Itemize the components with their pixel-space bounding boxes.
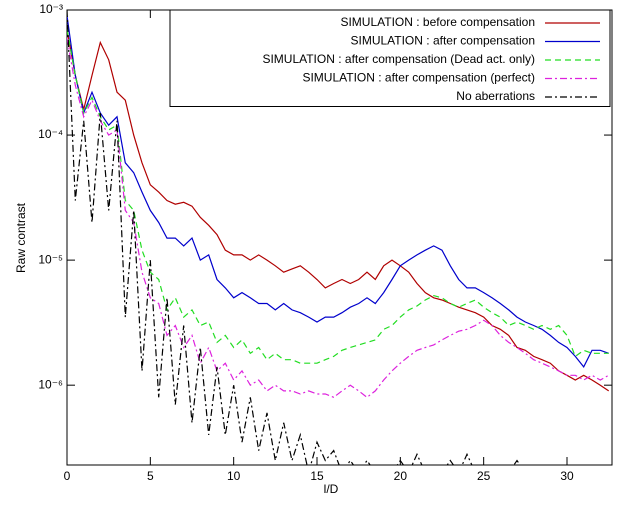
y-tick-label: 10⁻³ bbox=[39, 2, 63, 16]
series-line bbox=[67, 10, 568, 465]
x-tick-label: 20 bbox=[394, 469, 408, 483]
legend-label: SIMULATION : after compensation (perfect… bbox=[302, 71, 535, 85]
legend-label: SIMULATION : before compensation bbox=[340, 15, 535, 29]
series-line bbox=[67, 15, 609, 369]
legend-label: SIMULATION : after compensation (Dead ac… bbox=[262, 52, 535, 66]
series-line bbox=[67, 29, 609, 364]
x-tick-label: 25 bbox=[477, 469, 491, 483]
x-tick-label: 5 bbox=[147, 469, 154, 483]
legend-label: No aberrations bbox=[456, 89, 535, 103]
legend-label: SIMULATION : after compensation bbox=[350, 34, 535, 48]
x-axis-label: l/D bbox=[324, 482, 339, 496]
y-axis-label: Raw contrast bbox=[14, 202, 28, 273]
y-tick-label: 10⁻⁶ bbox=[38, 377, 63, 391]
series-line bbox=[67, 37, 609, 399]
x-tick-label: 15 bbox=[310, 469, 324, 483]
y-tick-label: 10⁻⁴ bbox=[38, 127, 63, 141]
y-tick-label: 10⁻⁵ bbox=[38, 252, 63, 266]
x-tick-label: 10 bbox=[227, 469, 241, 483]
plot-lines bbox=[67, 10, 610, 465]
x-tick-label: 30 bbox=[560, 469, 574, 483]
legend-box bbox=[169, 9, 611, 107]
x-tick-label: 0 bbox=[64, 469, 71, 483]
